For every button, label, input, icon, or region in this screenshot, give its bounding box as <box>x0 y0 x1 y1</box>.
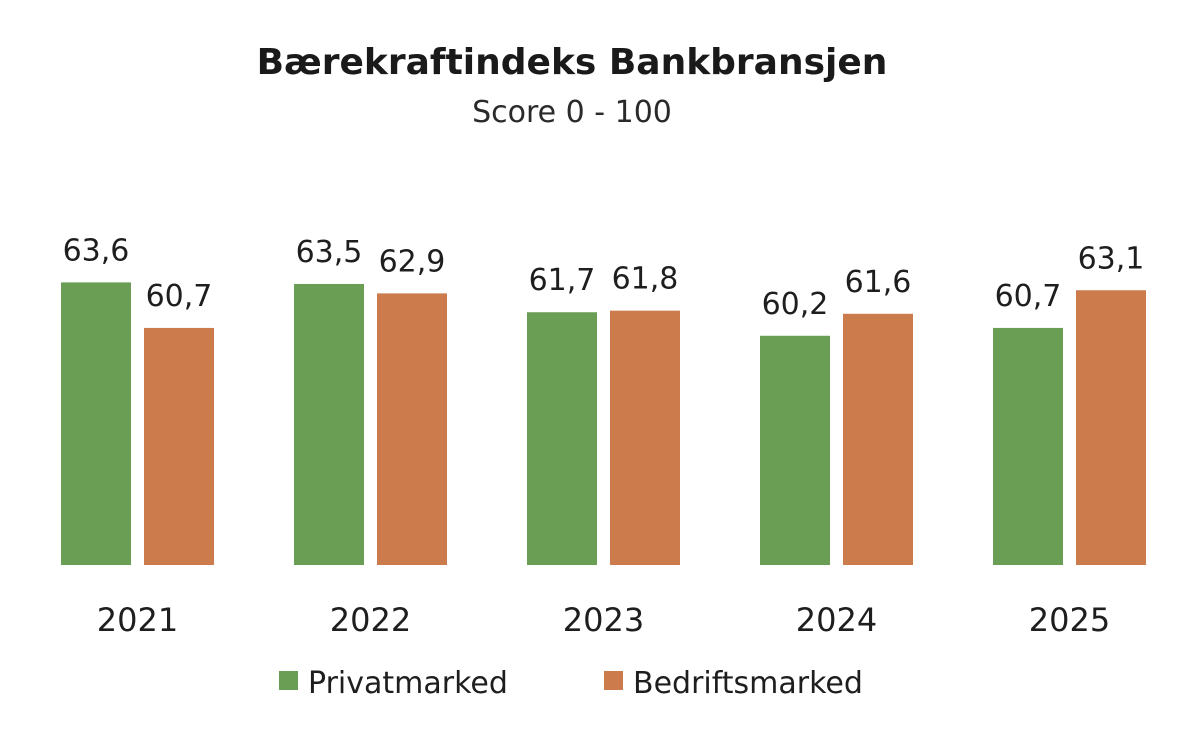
data-label-privatmarked-2024: 60,2 <box>762 287 829 322</box>
legend-label-bedriftsmarked: Bedriftsmarked <box>633 666 863 701</box>
x-tick-label-2022: 2022 <box>330 601 411 639</box>
plot-area: 63,6 60,7 2021 63,5 62,9 2022 61,7 61,8 2023 60,2… <box>61 233 1146 639</box>
bar-bedriftsmarked-2024 <box>843 313 913 565</box>
legend-swatch-privatmarked <box>279 671 298 690</box>
data-label-privatmarked-2022: 63,5 <box>296 235 363 270</box>
x-tick-label-2021: 2021 <box>97 601 178 639</box>
legend-swatch-bedriftsmarked <box>604 671 623 690</box>
bar-bedriftsmarked-2025 <box>1076 290 1146 565</box>
legend: Privatmarked Bedriftsmarked <box>279 666 863 701</box>
data-label-bedriftsmarked-2021: 60,7 <box>146 279 213 314</box>
bar-bedriftsmarked-2021 <box>144 327 214 565</box>
data-label-bedriftsmarked-2022: 62,9 <box>379 244 446 279</box>
bar-privatmarked-2025 <box>993 327 1063 565</box>
data-label-bedriftsmarked-2024: 61,6 <box>845 265 912 300</box>
x-tick-label-2025: 2025 <box>1029 601 1110 639</box>
legend-label-privatmarked: Privatmarked <box>308 666 508 701</box>
chart-title: Bærekraftindeks Bankbransjen <box>257 42 888 83</box>
data-label-privatmarked-2025: 60,7 <box>995 279 1062 314</box>
bar-privatmarked-2021 <box>61 282 131 565</box>
bar-bedriftsmarked-2022 <box>377 293 447 565</box>
data-label-privatmarked-2023: 61,7 <box>529 263 596 298</box>
data-label-bedriftsmarked-2023: 61,8 <box>612 262 679 297</box>
data-label-bedriftsmarked-2025: 63,1 <box>1078 241 1145 276</box>
bar-bedriftsmarked-2023 <box>610 310 680 565</box>
bar-privatmarked-2023 <box>527 312 597 565</box>
x-tick-label-2024: 2024 <box>796 601 877 639</box>
bar-privatmarked-2024 <box>760 335 830 565</box>
chart-subtitle: Score 0 - 100 <box>472 95 672 130</box>
data-label-privatmarked-2021: 63,6 <box>63 233 130 268</box>
x-tick-label-2023: 2023 <box>563 601 644 639</box>
bar-privatmarked-2022 <box>294 283 364 565</box>
